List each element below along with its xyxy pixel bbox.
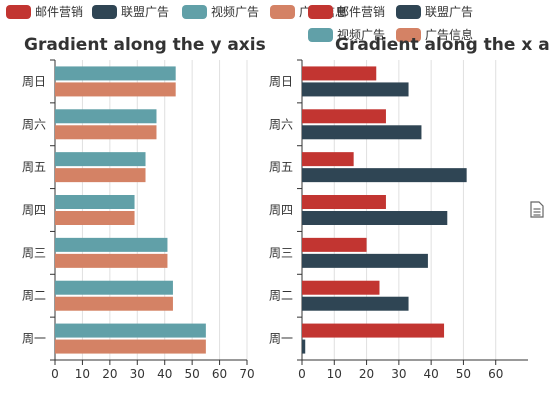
bar[interactable]	[302, 109, 386, 124]
legend-label: 联盟广告	[425, 5, 473, 19]
chart-gradient-x: Gradient along the x axis 0 10 20 30 40 50 60 周一…	[269, 35, 550, 381]
legend-item[interactable]: 视频广告	[182, 4, 259, 19]
bar[interactable]	[302, 152, 354, 167]
legend-swatch	[182, 5, 207, 19]
x-tick-label: 40	[424, 367, 439, 381]
x-tick-label: 0	[51, 367, 59, 381]
x-tick-label: 0	[298, 367, 306, 381]
bar[interactable]	[302, 168, 467, 183]
legend-label: 邮件营销	[337, 5, 385, 19]
legend-swatch	[396, 28, 421, 42]
legend-swatch	[92, 5, 117, 19]
x-tick-label: 20	[102, 367, 117, 381]
bar[interactable]	[302, 280, 380, 295]
legend-item[interactable]: 广告信息	[396, 27, 473, 42]
save-as-image-icon[interactable]	[530, 201, 544, 218]
legend-item[interactable]: 邮件营销	[6, 5, 83, 19]
legend-label: 视频广告	[337, 27, 385, 42]
category-label: 周五	[22, 160, 46, 174]
legend-label: 视频广告	[211, 4, 259, 19]
bar[interactable]	[302, 296, 409, 311]
category-label: 周三	[22, 246, 46, 260]
bar[interactable]	[302, 82, 409, 97]
category-label: 周日	[22, 74, 46, 88]
category-label: 周五	[269, 160, 293, 174]
category-label: 周四	[269, 203, 293, 217]
bar[interactable]	[55, 168, 146, 183]
chart-title: Gradient along the y axis	[24, 35, 266, 55]
bar[interactable]	[302, 125, 422, 140]
bar[interactable]	[55, 211, 135, 225]
toolbox[interactable]	[530, 201, 544, 218]
chart-gradient-y: Gradient along the y axis 0 10 20 30 40 50 60 70…	[22, 35, 266, 381]
x-tick-label: 40	[157, 367, 172, 381]
legend-label: 联盟广告	[121, 5, 169, 19]
bar[interactable]	[302, 211, 448, 225]
legend-item[interactable]: 邮件营销	[308, 5, 385, 19]
x-tick-label: 70	[239, 367, 254, 381]
chart-title: Gradient along the x axis	[335, 35, 550, 55]
legend-swatch	[308, 5, 333, 19]
x-tick-label: 10	[75, 367, 90, 381]
legend-swatch	[308, 28, 333, 42]
legend-item[interactable]: 联盟广告	[92, 5, 169, 19]
legend-swatch	[396, 5, 421, 19]
category-label: 周日	[269, 74, 293, 88]
bar[interactable]	[55, 323, 206, 338]
legend-swatch	[270, 5, 295, 19]
bar[interactable]	[55, 253, 168, 268]
category-label: 周三	[269, 246, 293, 260]
legend-item[interactable]: 视频广告	[308, 27, 385, 42]
bar[interactable]	[302, 339, 306, 354]
category-label: 周六	[22, 117, 46, 131]
category-label: 周二	[22, 289, 46, 303]
bar[interactable]	[55, 195, 135, 209]
x-tick-label: 60	[488, 367, 503, 381]
legends: 邮件营销联盟广告视频广告广告信息邮件营销联盟广告视频广告广告信息	[6, 4, 473, 42]
bar[interactable]	[302, 237, 367, 252]
bar[interactable]	[302, 195, 386, 209]
bar[interactable]	[302, 66, 377, 81]
x-tick-label: 20	[359, 367, 374, 381]
x-tick-label: 30	[130, 367, 145, 381]
x-tick-label: 10	[327, 367, 342, 381]
bar[interactable]	[55, 66, 176, 81]
legend-label: 广告信息	[425, 27, 473, 42]
bar[interactable]	[55, 339, 206, 354]
legend-swatch	[6, 5, 31, 19]
category-label: 周一	[22, 332, 46, 346]
x-tick-label: 50	[456, 367, 471, 381]
legend-label: 邮件营销	[35, 5, 83, 19]
category-label: 周六	[269, 117, 293, 131]
category-label: 周一	[269, 332, 293, 346]
bar[interactable]	[55, 237, 168, 252]
category-label: 周二	[269, 289, 293, 303]
bar[interactable]	[302, 253, 428, 268]
bar[interactable]	[55, 125, 157, 140]
x-tick-label: 60	[212, 367, 227, 381]
bar[interactable]	[55, 82, 176, 97]
x-tick-label: 50	[185, 367, 200, 381]
bar[interactable]	[302, 323, 445, 338]
x-tick-label: 30	[391, 367, 406, 381]
bar[interactable]	[55, 152, 146, 167]
bar[interactable]	[55, 296, 173, 311]
bar[interactable]	[55, 280, 173, 295]
legend-item[interactable]: 联盟广告	[396, 5, 473, 19]
category-label: 周四	[22, 203, 46, 217]
bar[interactable]	[55, 109, 157, 124]
